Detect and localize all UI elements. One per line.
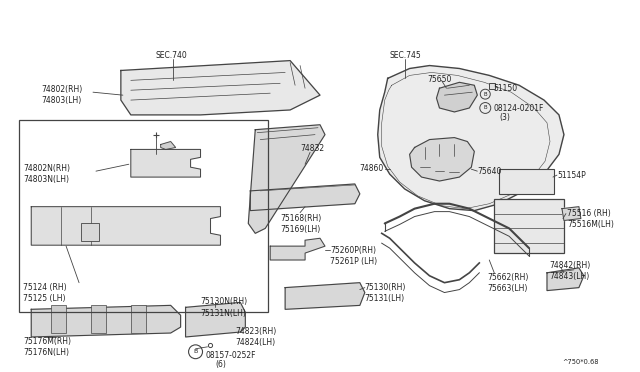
Text: 74842(RH)
74843(LH): 74842(RH) 74843(LH)	[549, 261, 590, 281]
Text: 75130(RH)
75131(LH): 75130(RH) 75131(LH)	[365, 283, 406, 303]
Bar	[494, 199, 564, 253]
Text: ^750*0.68: ^750*0.68	[563, 359, 599, 365]
Text: 74832: 74832	[300, 144, 324, 154]
Polygon shape	[378, 65, 564, 211]
Text: 75662(RH)
75663(LH): 75662(RH) 75663(LH)	[487, 273, 529, 293]
Polygon shape	[186, 302, 245, 337]
Text: 75650: 75650	[428, 76, 452, 84]
Text: (6): (6)	[216, 360, 227, 369]
Text: 75516 (RH)
75516M(LH): 75516 (RH) 75516M(LH)	[567, 209, 614, 229]
Bar	[499, 169, 554, 194]
Polygon shape	[161, 141, 175, 150]
Polygon shape	[285, 283, 365, 310]
Text: 75640: 75640	[477, 167, 502, 176]
Polygon shape	[131, 150, 200, 177]
Text: 75260P(RH)
75261P (LH): 75260P(RH) 75261P (LH)	[330, 246, 377, 266]
Text: SEC.745: SEC.745	[390, 51, 422, 60]
Polygon shape	[121, 61, 320, 115]
Bar	[19, 120, 268, 312]
Text: 75124 (RH)
75125 (LH): 75124 (RH) 75125 (LH)	[23, 283, 67, 303]
Polygon shape	[562, 207, 581, 221]
Text: (3): (3)	[499, 113, 510, 122]
Text: 74823(RH)
74824(LH): 74823(RH) 74824(LH)	[236, 327, 276, 347]
Polygon shape	[270, 238, 325, 260]
Text: B: B	[193, 349, 198, 354]
Polygon shape	[250, 184, 360, 211]
Text: 75168(RH)
75169(LH): 75168(RH) 75169(LH)	[280, 214, 321, 234]
Text: 51154P: 51154P	[557, 171, 586, 180]
Polygon shape	[248, 125, 325, 233]
Polygon shape	[436, 82, 477, 112]
Polygon shape	[547, 268, 584, 291]
Bar	[131, 305, 146, 333]
Text: 74802(RH)
74803(LH): 74802(RH) 74803(LH)	[41, 85, 83, 105]
Bar	[51, 305, 66, 333]
Bar	[91, 305, 106, 333]
Polygon shape	[31, 305, 180, 337]
Text: 75176M(RH)
75176N(LH): 75176M(RH) 75176N(LH)	[23, 337, 71, 357]
Bar	[81, 224, 99, 241]
Text: SEC.740: SEC.740	[156, 51, 188, 60]
Polygon shape	[410, 138, 474, 181]
Text: B: B	[483, 106, 487, 110]
Text: 51150: 51150	[493, 84, 517, 93]
Text: 74802N(RH)
74803N(LH): 74802N(RH) 74803N(LH)	[23, 164, 70, 185]
Text: B: B	[483, 92, 487, 97]
Text: 08157-0252F: 08157-0252F	[205, 351, 256, 360]
Text: 74860: 74860	[360, 164, 384, 173]
Text: 08124-0201F: 08124-0201F	[493, 104, 543, 113]
Text: 75130N(RH)
75131N(LH): 75130N(RH) 75131N(LH)	[200, 298, 248, 318]
Polygon shape	[31, 207, 220, 245]
